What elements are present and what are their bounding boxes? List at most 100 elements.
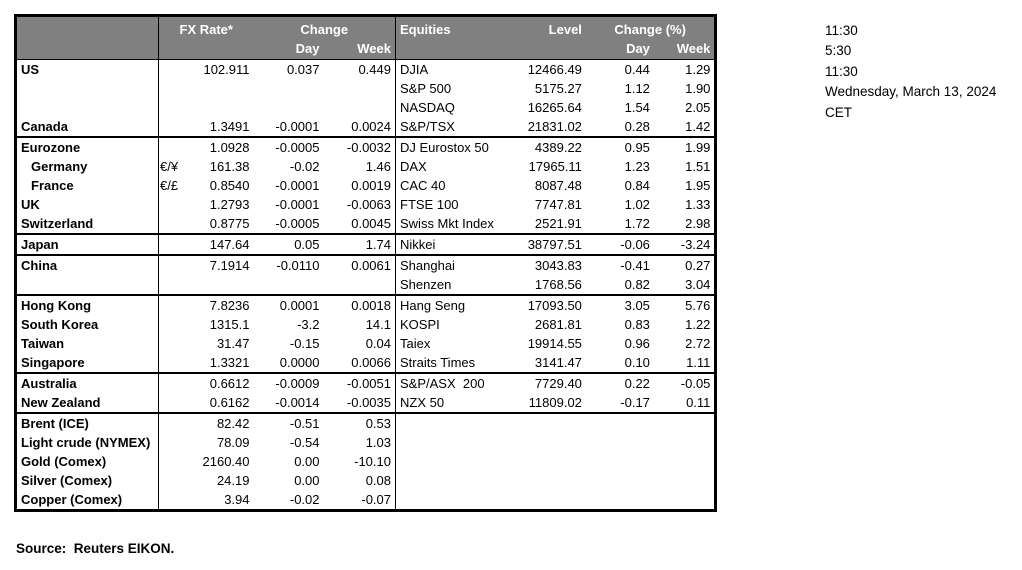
equity-name-cell: S&P/ASX 200 <box>394 373 498 393</box>
equity-day-change-cell: 1.54 <box>624 100 650 115</box>
equity-week-change-cell: 0.27 <box>685 258 711 273</box>
footer-notes: Source: Reuters EIKON. * FX Rate for USD… <box>16 500 706 570</box>
region-name-cell <box>15 79 159 98</box>
empty-header-cell <box>186 41 254 60</box>
empty-header-cell <box>497 41 586 60</box>
equity-day-change-cell: 1.12 <box>624 81 650 96</box>
empty-header-cell <box>15 41 159 60</box>
equity-level-cell: 3141.47 <box>497 353 586 374</box>
fx-rate-cell: 1.3491 <box>186 117 254 138</box>
equity-name-cell: NASDAQ <box>394 98 498 117</box>
fx-week-change-cell: -0.0063 <box>346 197 391 212</box>
region-column-header <box>15 15 159 41</box>
equity-week-change-cell: 1.42 <box>653 117 716 138</box>
currency-pair-cell <box>158 353 187 374</box>
fx-week-change-cell: -0.0032 <box>346 140 391 155</box>
header-row-2: Day Week Day Week <box>15 41 716 60</box>
equity-day-change-cell: -0.41 <box>620 258 650 273</box>
equity-name-cell: NZX 50 <box>394 393 498 414</box>
fx-rate-cell: 3.94 <box>224 492 250 507</box>
timestamp-block: 11:30 5:30 11:30 Wednesday, March 13, 20… <box>825 21 996 123</box>
equity-day-change-cell: -0.06 <box>585 234 654 256</box>
equity-name-cell: S&P/TSX <box>394 117 498 138</box>
equity-week-change-cell: 0.11 <box>653 393 716 414</box>
fx-day-change-cell <box>254 98 324 117</box>
currency-pair-cell <box>159 315 187 334</box>
equity-name-cell <box>394 452 498 471</box>
empty-header-cell <box>394 41 498 60</box>
equity-week-change-cell: 1.51 <box>685 159 711 174</box>
table-row: Taiwan 31.47 -0.15 0.04 Taiex 19914.55 0… <box>15 334 716 353</box>
equity-level-cell: 5175.27 <box>534 81 582 96</box>
equity-week-change-cell: -3.24 <box>653 234 716 256</box>
timestamp-line: 11:30 <box>825 63 858 79</box>
equity-level-cell: 17093.50 <box>527 298 582 313</box>
fx-change-column-header: Change <box>253 15 396 41</box>
table-row: Copper (Comex) 3.94 -0.02 -0.07 <box>15 490 716 511</box>
region-name-cell: Eurozone <box>15 137 159 157</box>
equity-week-change-cell <box>654 433 716 452</box>
fx-rate-cell: 102.911 <box>203 62 250 77</box>
equity-day-change-cell: 0.83 <box>624 317 650 332</box>
region-name-cell: Copper (Comex) <box>15 490 159 511</box>
equity-day-change-cell <box>586 433 654 452</box>
fx-week-change-cell: 0.0066 <box>323 353 396 374</box>
currency-pair-cell <box>158 393 187 414</box>
header-row-1: FX Rate* Change Equities Level Change (%… <box>15 15 716 41</box>
equity-day-change-cell: 0.10 <box>585 353 654 374</box>
fx-day-change-cell: -0.15 <box>289 336 320 351</box>
fx-week-change-cell: 1.03 <box>365 435 391 450</box>
fx-day-change-cell: -0.02 <box>289 492 320 507</box>
fx-rate-cell <box>186 275 254 296</box>
region-name-cell: Brent (ICE) <box>15 413 159 433</box>
fx-rate-cell: 161.38 <box>209 159 250 174</box>
fx-day-change-cell: -0.0005 <box>275 140 320 155</box>
region-name-cell: Light crude (NYMEX) <box>15 433 159 452</box>
fx-day-subheader: Day <box>253 41 324 60</box>
table-row: Australia 0.6612 -0.0009 -0.0051 S&P/ASX… <box>15 373 716 393</box>
fx-day-change-cell: -0.0009 <box>275 376 320 391</box>
currency-pair-cell <box>159 255 187 275</box>
equity-day-change-cell: 0.82 <box>585 275 654 296</box>
equity-week-change-cell: 2.05 <box>685 100 711 115</box>
currency-pair-cell <box>159 413 187 433</box>
region-name-cell: Silver (Comex) <box>15 471 159 490</box>
equity-level-cell: 7729.40 <box>534 376 582 391</box>
equity-day-subheader: Day <box>585 41 654 60</box>
currency-pair-cell <box>158 275 187 296</box>
equity-week-change-cell: 2.72 <box>685 336 711 351</box>
equity-week-change-cell: 2.98 <box>653 214 716 235</box>
table-row: Brent (ICE) 82.42 -0.51 0.53 <box>15 413 716 433</box>
equity-name-cell <box>394 413 498 433</box>
currency-pair-cell <box>159 334 187 353</box>
fx-rate-cell: 7.8236 <box>209 298 250 313</box>
fx-rate-cell: 7.1914 <box>209 258 250 273</box>
currency-pair-cell <box>159 137 187 157</box>
equity-day-change-cell: 1.72 <box>585 214 654 235</box>
fx-rate-cell: 82.42 <box>216 416 250 431</box>
fx-week-change-cell: -0.0035 <box>323 393 396 414</box>
timestamp-line: 5:30 <box>825 43 852 59</box>
fx-rate-cell: 1.0928 <box>209 140 250 155</box>
equity-day-change-cell: -0.17 <box>585 393 654 414</box>
level-column-header: Level <box>497 15 586 41</box>
equity-day-change-cell: 0.96 <box>624 336 650 351</box>
currency-pair-cell <box>159 471 187 490</box>
fx-rate-cell: 78.09 <box>216 435 250 450</box>
currency-pair-cell <box>159 295 187 315</box>
fx-week-subheader: Week <box>323 41 396 60</box>
equities-column-header: Equities <box>394 15 498 41</box>
equity-level-cell: 17965.11 <box>528 159 582 174</box>
fx-week-change-cell: 0.449 <box>358 62 391 77</box>
fx-day-change-cell: 0.0000 <box>253 353 324 374</box>
timezone-line: CET <box>825 104 852 120</box>
equity-week-change-cell: 1.95 <box>685 178 711 193</box>
equity-level-cell: 11809.02 <box>497 393 586 414</box>
fx-day-change-cell: -0.0110 <box>276 258 320 273</box>
fx-rate-cell: 0.6612 <box>209 376 250 391</box>
equity-week-change-cell: 1.11 <box>653 353 716 374</box>
fx-day-change-cell: -0.0005 <box>253 214 324 235</box>
fx-rate-column-header: FX Rate* <box>158 15 254 41</box>
equity-week-change-cell <box>654 413 716 433</box>
